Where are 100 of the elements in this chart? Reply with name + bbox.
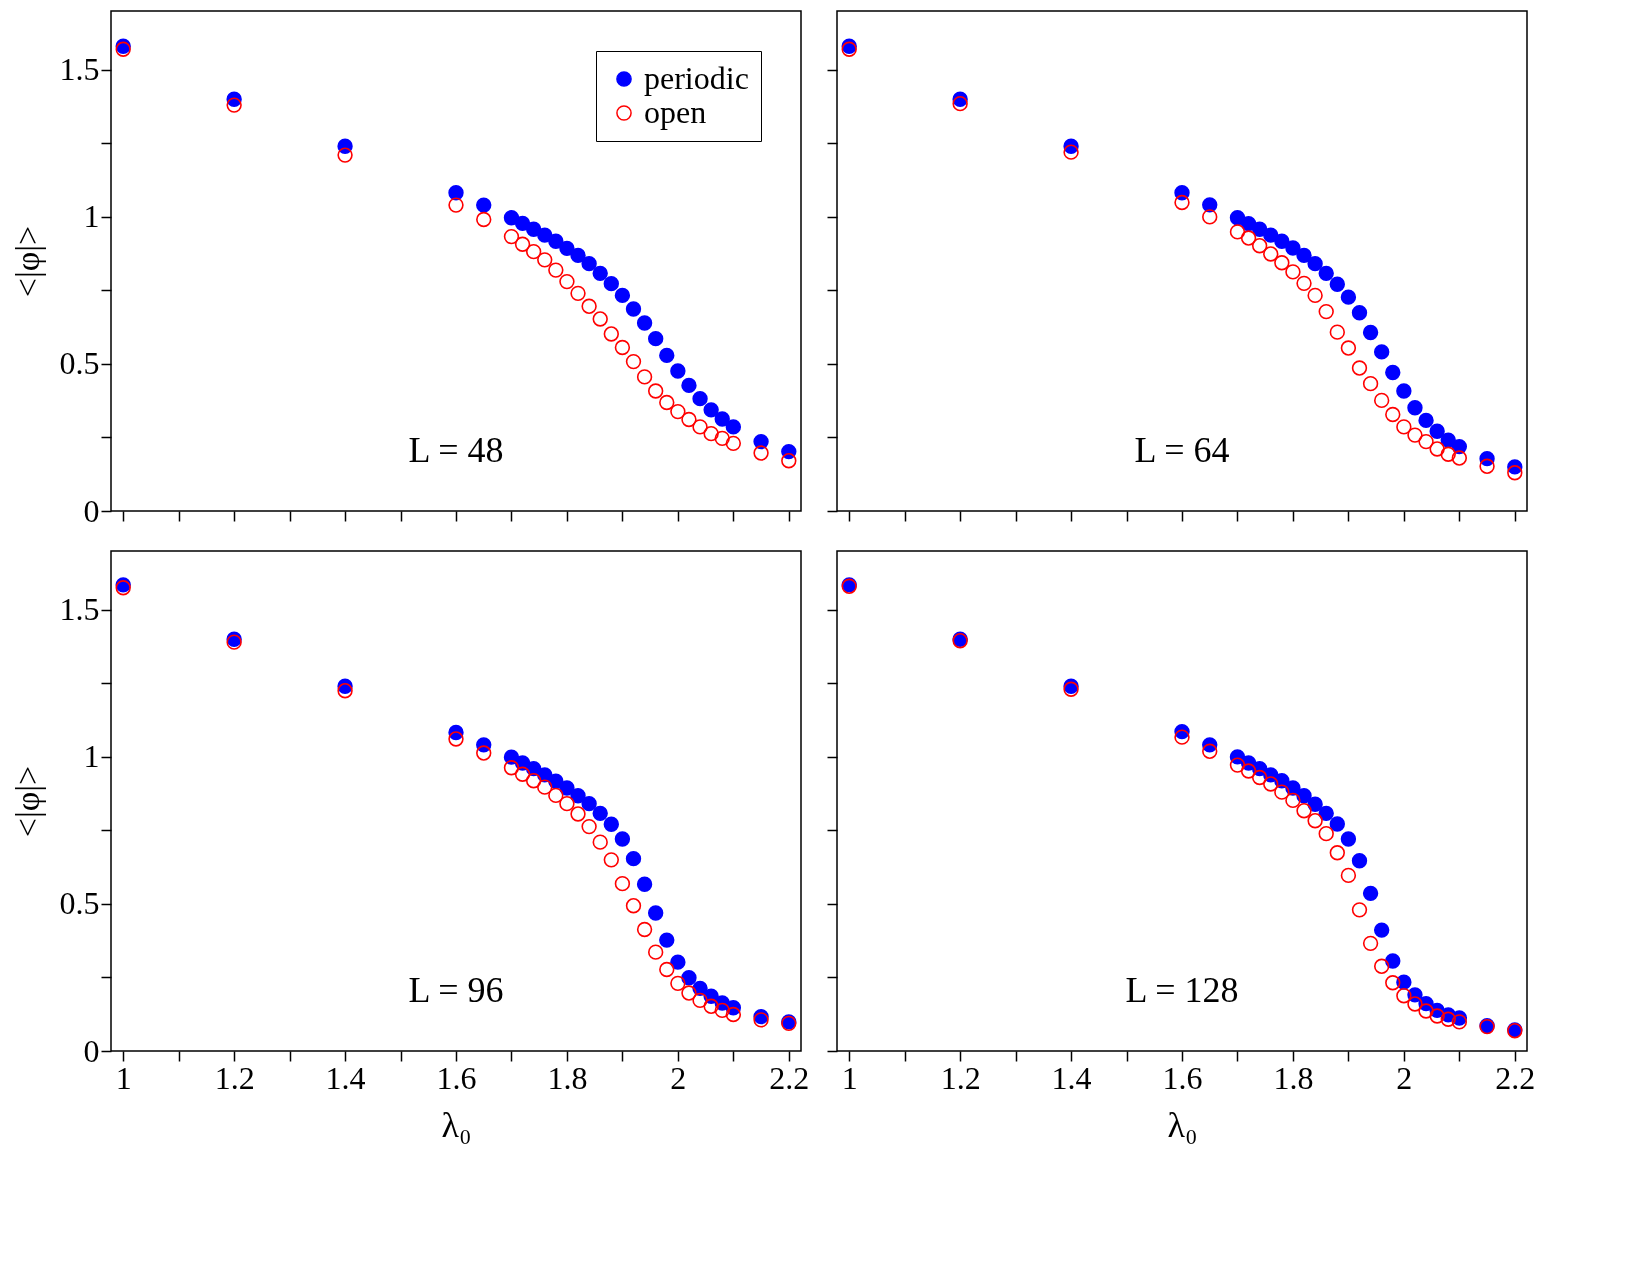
point (636, 369, 653, 385)
point (1263, 227, 1279, 243)
point (1418, 1003, 1434, 1019)
point (1202, 743, 1218, 759)
point (1362, 935, 1379, 952)
point (1373, 958, 1390, 974)
point (1340, 340, 1357, 356)
y-tick-label: 0.5 (59, 885, 100, 922)
x-tick-label: 1 (115, 1059, 132, 1096)
point (581, 818, 597, 835)
point (1362, 375, 1379, 392)
point (525, 773, 542, 789)
x-tick-label: 1.4 (1051, 1059, 1092, 1096)
point (714, 430, 730, 447)
point (1396, 419, 1412, 435)
point (636, 315, 653, 331)
point (1329, 324, 1345, 340)
point (1440, 1011, 1456, 1027)
point (1251, 769, 1268, 786)
point (647, 330, 664, 347)
point (592, 834, 608, 850)
point (448, 185, 464, 201)
point (603, 326, 619, 342)
point (1296, 803, 1312, 819)
point (559, 273, 575, 290)
point (681, 985, 697, 1001)
point (670, 954, 686, 970)
x-tick-label: 1.6 (436, 1059, 477, 1096)
point (1318, 805, 1334, 822)
point (1296, 275, 1312, 292)
point (476, 745, 492, 761)
point (592, 805, 608, 822)
point (1174, 194, 1190, 211)
point (1296, 247, 1312, 264)
x-axis-title: λ₀ (441, 1104, 472, 1145)
point (1229, 757, 1246, 773)
point (337, 683, 353, 699)
point (1307, 255, 1323, 272)
point (1251, 238, 1268, 254)
y-tick-label: 1 (83, 738, 100, 775)
point (476, 211, 492, 228)
point (581, 298, 597, 314)
point (1451, 1014, 1468, 1030)
point (1174, 729, 1190, 745)
point (753, 445, 769, 461)
point (603, 816, 619, 832)
point (1318, 825, 1334, 842)
x-tick-label: 1 (841, 1059, 858, 1096)
point (1396, 383, 1412, 399)
point (1407, 400, 1423, 416)
point (636, 876, 653, 892)
point (614, 287, 631, 304)
point (670, 403, 686, 420)
point (448, 197, 464, 213)
point (592, 311, 608, 327)
point (503, 210, 520, 226)
annotation: L = 48 (408, 430, 504, 470)
point (548, 262, 564, 278)
point (1479, 458, 1495, 474)
point (1385, 406, 1401, 423)
point (603, 275, 619, 292)
point (1285, 264, 1301, 280)
point (681, 377, 697, 394)
point (753, 1012, 769, 1028)
point (570, 788, 586, 804)
y-tick-label: 1.5 (59, 591, 100, 628)
point (1263, 776, 1279, 792)
y-tick-label: 1 (83, 198, 100, 235)
point (1385, 364, 1401, 381)
point (725, 1006, 742, 1023)
point (692, 419, 708, 435)
point (1274, 233, 1290, 249)
point (448, 731, 464, 747)
point (1418, 433, 1434, 450)
point (647, 383, 664, 399)
point (1385, 975, 1401, 991)
annotation: L = 64 (1134, 430, 1230, 470)
point (525, 243, 542, 260)
point (1407, 427, 1423, 443)
point (714, 1002, 730, 1019)
annotation: L = 128 (1125, 970, 1239, 1010)
point (659, 394, 675, 411)
point (337, 147, 353, 163)
point (537, 227, 553, 243)
x-tick-label: 1.8 (547, 1059, 588, 1096)
point (570, 247, 586, 264)
point (1340, 289, 1357, 305)
point (659, 961, 675, 978)
x-tick-label: 1.6 (1162, 1059, 1203, 1096)
point (1396, 988, 1412, 1004)
point (614, 339, 631, 356)
point (681, 970, 697, 986)
point (1318, 303, 1334, 320)
point (603, 852, 619, 868)
point (1351, 305, 1368, 321)
point (1329, 276, 1345, 292)
point (614, 831, 631, 847)
point (1318, 265, 1334, 282)
point (1351, 902, 1368, 918)
x-tick-label: 2.2 (769, 1059, 810, 1096)
